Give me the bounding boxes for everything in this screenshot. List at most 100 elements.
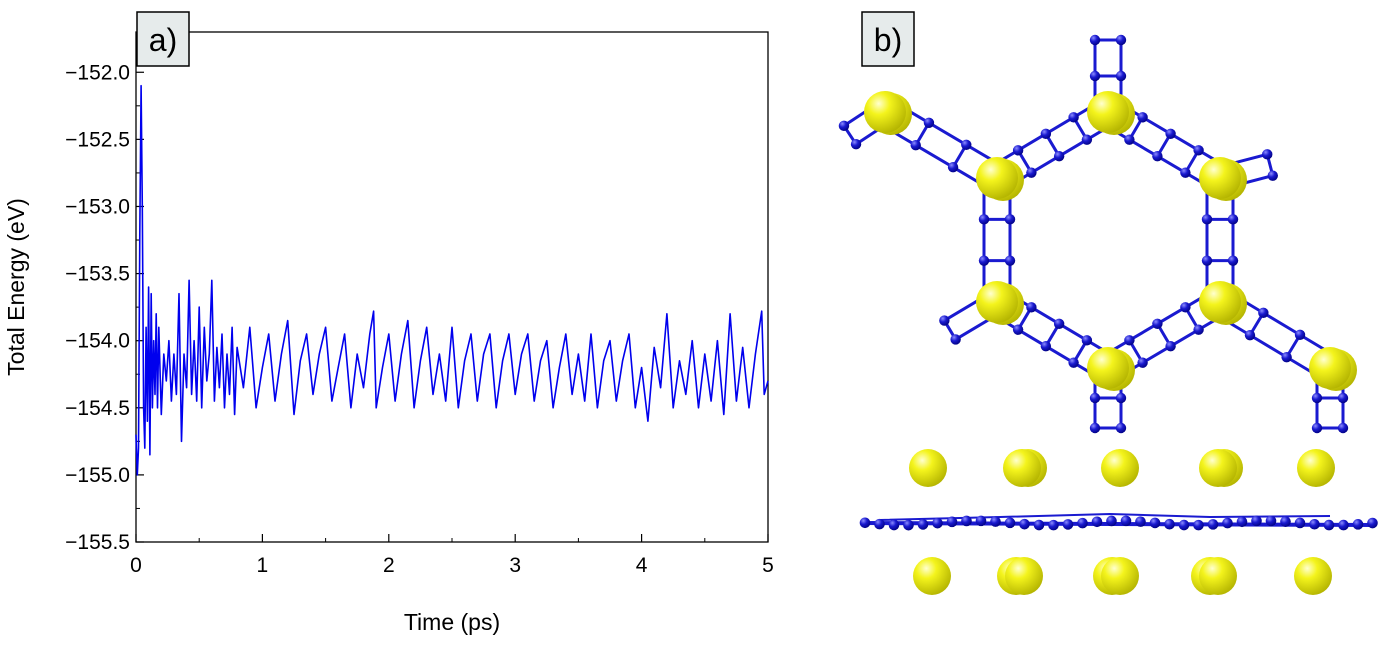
bond [1029,305,1061,326]
carbon-atom [1068,112,1079,123]
carbon-atom [1004,255,1016,266]
y-axis-title: Total Energy (eV) [3,198,29,376]
carbon-atom [1004,214,1016,225]
carbon-atom [1012,145,1024,156]
carbon-atom [978,214,990,225]
structure-top-view [838,34,1357,434]
carbon-atom [1026,302,1037,313]
y-tick-label: −152.0 [65,61,130,84]
bond [1057,138,1089,158]
metal-atom [1199,557,1237,595]
structure-side-view [859,449,1378,595]
carbon-atom [1004,517,1016,529]
panel-a-label-box: a) [136,11,190,67]
y-tick-label: −155.0 [65,464,130,487]
carbon-atom [961,515,972,527]
carbon-atom [939,315,950,326]
metal-atom [1087,91,1129,133]
carbon-atom [1137,357,1148,368]
bond [1057,322,1089,342]
energy-time-chart: −152.0 −152.5 −153.0 −153.5 −154.0 −154.5 −155… [3,11,774,635]
carbon-atom [1089,70,1101,82]
carbon-atom [1193,519,1204,531]
x-tick-label: 2 [383,554,395,577]
carbon-atom [946,516,958,528]
carbon-atom [1135,516,1146,527]
metal-atoms-top-view [864,91,1357,391]
carbon-atom [932,517,943,529]
carbon-atom [923,117,935,128]
carbon-atom [1152,151,1163,162]
carbon-atom [990,516,1001,527]
y-tick-label: −153.0 [65,195,130,218]
carbon-atom [1062,519,1074,530]
carbon-atom [1026,167,1037,178]
bond [914,143,955,169]
bond [1141,344,1173,365]
bond [1261,311,1302,337]
metal-atom [1087,347,1129,389]
metal-atom [1199,157,1241,199]
carbon-atom [1165,341,1176,352]
metal-atom [1309,347,1351,389]
carbon-atom [1236,516,1248,528]
carbon-atom [1033,519,1045,531]
carbon-atom [1012,324,1024,335]
carbon-atom [1089,34,1101,46]
metal-atom [1101,449,1139,487]
y-tick-label: −154.0 [65,330,130,353]
carbon-atom [1280,516,1291,527]
carbon-atom [1077,517,1088,529]
carbon-atom [978,255,990,266]
bond [1016,328,1048,348]
x-tick-label: 1 [257,554,269,577]
bond [1155,305,1187,326]
carbon-atom [1164,518,1175,530]
carbon-atom [1180,302,1191,313]
carbon-atom [1165,128,1176,139]
carbon-atom [1081,335,1093,346]
metal-atom [1199,281,1241,323]
carbon-atom [1115,70,1127,82]
panel-b-label: b) [874,22,902,58]
series-layer [135,84,769,476]
carbon-atom [1338,519,1349,531]
metal-atom [1005,557,1043,595]
carbon-atom [1227,255,1239,266]
carbon-sheet-side [859,512,1378,531]
carbon-sheet-line [879,512,1331,521]
carbon-atom [1053,150,1065,162]
bond [1127,322,1159,342]
carbon-atom [1367,517,1378,529]
carbon-atom [1201,255,1213,266]
carbon-atom [1068,357,1079,368]
carbon-atom [850,138,862,150]
metal-atom [1003,449,1041,487]
carbon-atom [1081,134,1093,145]
carbon-atom [1222,517,1233,529]
x-axis: 0 1 2 3 4 5 [130,534,774,577]
carbon-atom [874,518,885,530]
carbon-atom [838,120,850,132]
carbon-atom [910,140,921,151]
carbon-atom [1040,340,1052,352]
bond [1248,333,1289,359]
carbon-atom [1311,392,1323,404]
bond [1016,132,1048,152]
bond [1169,328,1201,348]
carbon-atom [1294,517,1306,529]
carbon-atom [1323,519,1335,531]
bond [1044,344,1076,365]
x-tick-label: 3 [509,554,521,577]
bond [1169,132,1201,152]
carbon-atom [1193,145,1204,156]
carbon-atom [975,515,987,527]
metal-atom [909,449,947,487]
y-tick-label: −152.5 [65,128,130,151]
carbon-atom [1281,351,1292,363]
bond [1127,138,1159,158]
metal-atom [1297,449,1335,487]
carbon-atom [1294,329,1306,341]
bond [1141,115,1173,136]
